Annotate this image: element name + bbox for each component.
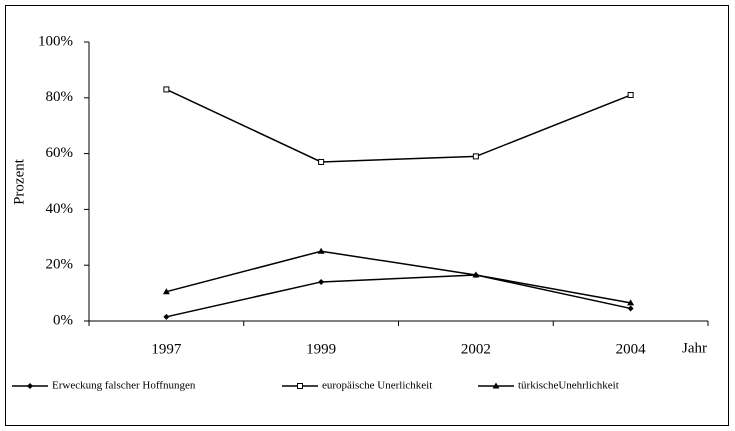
y-tick-label: 40% [46,201,74,217]
marker [318,158,325,165]
y-tick-label: 100% [38,33,73,49]
chart-border [5,5,729,426]
y-axis-label: Prozent [11,158,27,205]
x-tick-label: 2002 [461,341,491,357]
x-axis-label: Jahr [682,340,707,356]
series-line [166,88,631,163]
x-tick-label: 1997 [151,341,182,357]
y-tick-label: 60% [46,145,74,161]
marker [472,153,479,160]
marker [163,86,170,93]
legend-label: türkischeUnehrlichkeit [518,380,619,392]
marker [27,383,33,389]
x-tick-label: 2004 [616,341,647,357]
y-tick-label: 80% [46,89,74,105]
marker [472,271,480,278]
series-line [166,250,631,304]
legend-label: Erweckung falscher Hoffnungen [52,380,196,392]
marker [627,305,634,312]
y-tick-label: 0% [53,312,73,328]
marker [162,288,170,295]
marker [627,299,635,306]
marker [163,313,170,320]
marker [317,247,325,254]
marker [297,383,303,389]
series-line [166,274,631,318]
marker [627,92,634,99]
marker [318,278,325,285]
marker [492,382,500,389]
y-tick-label: 20% [46,257,74,273]
legend-label: europäische Unerlichkeit [322,380,432,392]
x-tick-label: 1999 [306,341,336,357]
